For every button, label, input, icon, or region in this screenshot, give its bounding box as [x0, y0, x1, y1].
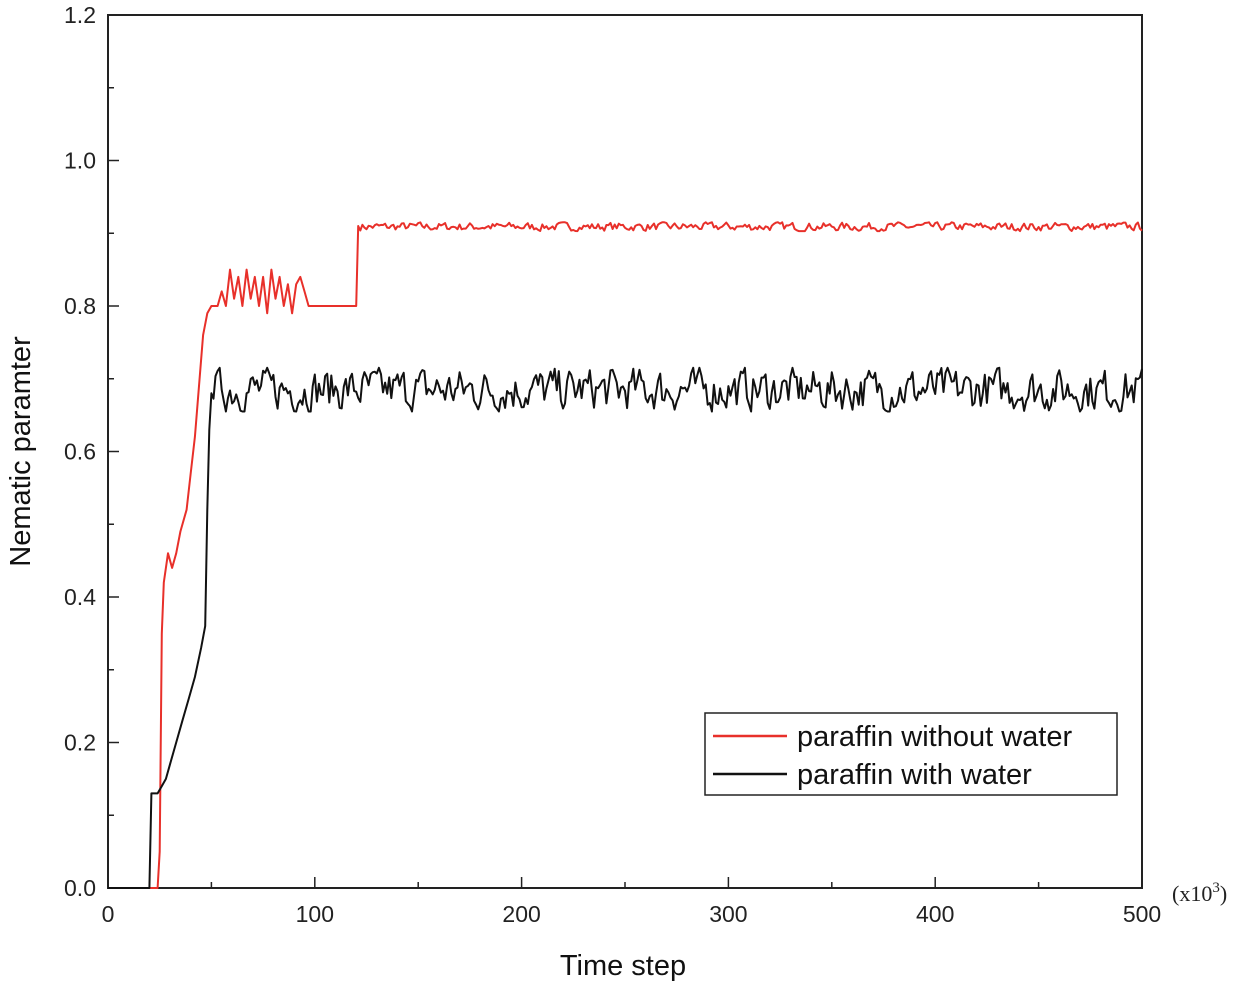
x-tick-label: 0 [102, 901, 115, 927]
series-line-without-water [108, 221, 1143, 889]
x-axis-title: Time step [560, 950, 686, 982]
x-tick-label: 200 [502, 901, 540, 927]
y-tick-label: 0.0 [64, 875, 96, 901]
legend-label-with-water: paraffin with water [797, 759, 1032, 791]
legend: paraffin without water paraffin with wat… [704, 712, 1118, 796]
x-axis-multiplier: (x103) [1172, 880, 1227, 906]
y-tick-label: 0.4 [64, 584, 96, 610]
x-axis-multiplier-exponent: 3 [1212, 880, 1220, 896]
legend-label-without-water: paraffin without water [797, 721, 1072, 753]
x-axis-multiplier-close: ) [1220, 881, 1227, 906]
x-tick-label: 400 [916, 901, 954, 927]
y-tick-label: 0.8 [64, 293, 96, 319]
y-tick-label: 1.2 [64, 2, 96, 28]
y-axis-title: Nematic paramter [5, 336, 37, 567]
x-tick-label: 100 [296, 901, 334, 927]
series-lines [108, 221, 1143, 889]
x-axis-multiplier-base: (x10 [1172, 881, 1212, 906]
y-tick-label: 0.2 [64, 730, 96, 756]
y-tick-label: 1.0 [64, 148, 96, 174]
series-line-with-water [108, 366, 1143, 889]
axis-tick-labels: 0 100 200 300 400 500 0.0 0.2 0.4 0.6 0.8 1.0 1.2 [64, 2, 1161, 927]
x-tick-label: 500 [1123, 901, 1161, 927]
x-tick-label: 300 [709, 901, 747, 927]
legend-box [704, 712, 1118, 796]
y-tick-label: 0.6 [64, 439, 96, 465]
